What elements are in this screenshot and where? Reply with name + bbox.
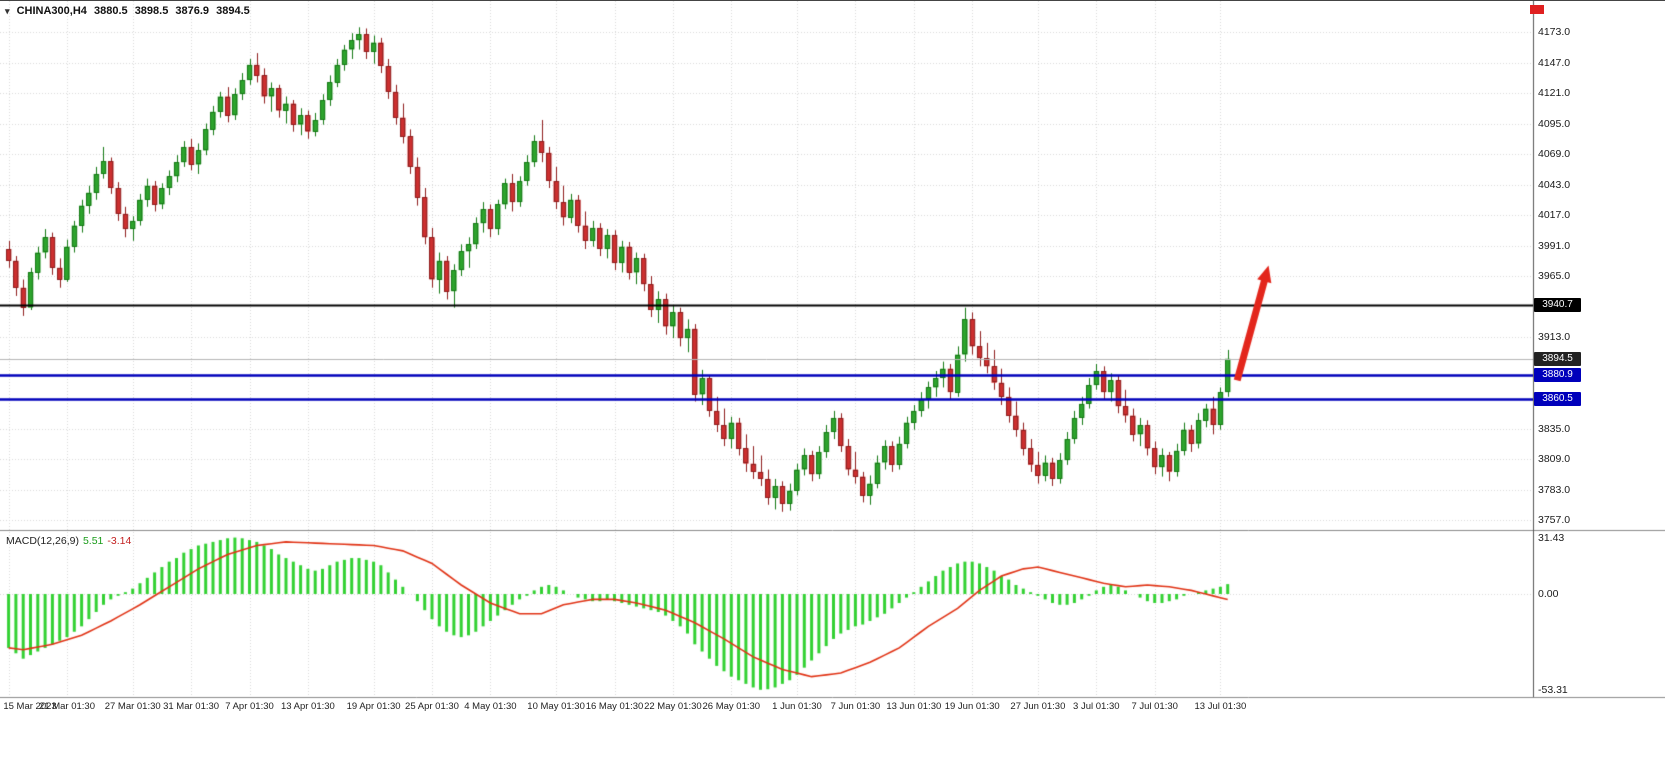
price-tick-label: 3835.0 [1538,422,1571,435]
ohlc-high: 3898.5 [134,5,169,17]
macd-tick-label: -53.31 [1538,683,1568,696]
symbol-dropdown-icon[interactable]: ▾ [5,6,10,16]
axis-alert-marker-icon [1530,5,1544,14]
price-tick-label: 4069.0 [1538,148,1571,160]
date-tick-label: 7 Jun 01:30 [830,701,881,712]
date-tick-label: 25 Apr 01:30 [405,701,459,712]
date-tick-label: 27 Mar 01:30 [104,701,161,712]
date-tick-label: 1 Jun 01:30 [772,701,822,712]
symbol-timeframe-label: CHINA300,H4 [16,5,87,17]
date-tick-label: 4 May 01:30 [464,701,517,712]
price-level-label: 3880.9 [1534,367,1581,382]
date-tick-label: 21 Mar 01:30 [39,701,95,712]
date-tick-label: 13 Jun 01:30 [886,701,942,712]
date-tick-label: 19 Jun 01:30 [944,701,1000,712]
macd-signal-value: -3.14 [107,535,132,547]
date-tick-label: 22 May 01:30 [644,701,702,712]
price-tick-label: 4017.0 [1538,209,1571,221]
price-level-label: 3940.7 [1534,297,1581,312]
macd-indicator-label: MACD(12,26,9) 5.51 -3.14 [6,535,131,547]
date-tick-label: 10 May 01:30 [527,701,585,712]
date-tick-label: 27 Jun 01:30 [1010,701,1066,712]
price-level-label: 3860.5 [1534,391,1581,406]
date-tick-label: 13 Apr 01:30 [280,701,335,712]
price-tick-label: 3913.0 [1538,331,1571,343]
date-tick-label: 7 Jul 01:30 [1131,701,1178,712]
price-tick-label: 4095.0 [1538,117,1571,130]
macd-tick-label: 31.43 [1538,531,1565,544]
date-tick-label: 26 May 01:30 [702,701,761,712]
price-level-label: 3894.5 [1534,351,1581,366]
price-tick-label: 3783.0 [1538,483,1571,496]
price-tick-label: 4121.0 [1538,87,1571,99]
date-tick-label: 15 Mar 2023 [3,701,57,712]
price-tick-label: 4043.0 [1538,178,1571,191]
ohlc-low: 3876.9 [175,5,210,17]
ohlc-close: 3894.5 [216,5,250,17]
date-tick-label: 31 Mar 01:30 [163,701,220,712]
price-tick-label: 4173.0 [1538,26,1571,38]
price-tick-label: 3965.0 [1538,270,1571,282]
price-tick-label: 3757.0 [1538,514,1571,526]
macd-name: MACD(12,26,9) [6,535,79,547]
date-tick-label: 16 May 01:30 [585,701,644,712]
chart-symbol-info: ▾ CHINA300,H4 3880.5 3898.5 3876.9 3894.… [5,5,254,17]
price-tick-label: 3809.0 [1538,453,1571,465]
macd-value: 5.51 [82,535,104,547]
macd-tick-label: 0.00 [1538,588,1559,600]
date-tick-label: 3 Jul 01:30 [1073,701,1120,712]
date-tick-label: 19 Apr 01:30 [346,701,401,712]
date-tick-label: 7 Apr 01:30 [225,701,274,712]
date-tick-label: 13 Jul 01:30 [1194,701,1247,712]
price-tick-label: 3991.0 [1538,239,1571,252]
ohlc-open: 3880.5 [93,5,128,17]
price-tick-label: 4147.0 [1538,56,1571,69]
